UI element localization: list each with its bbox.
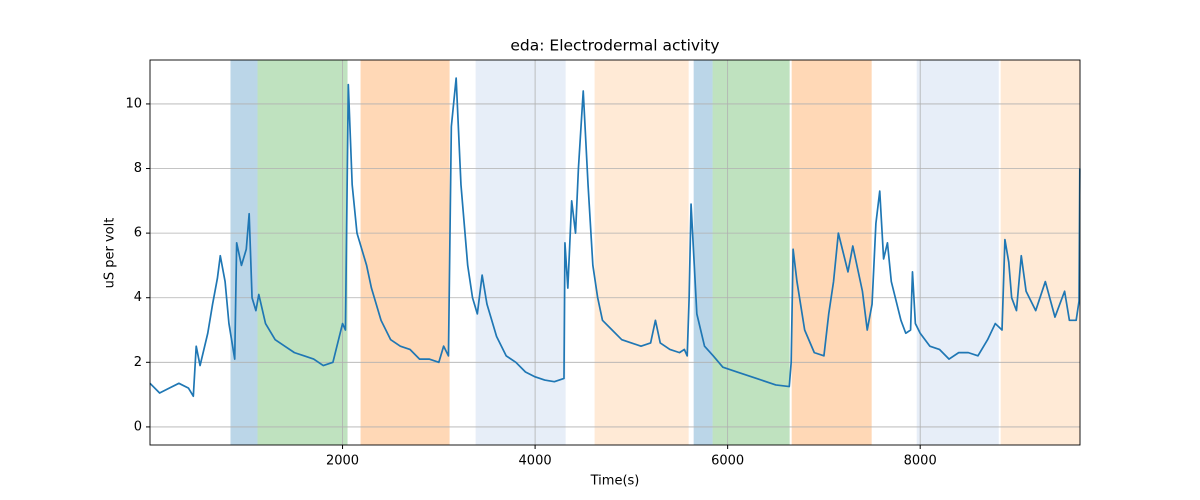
x-tick-label: 4000 bbox=[519, 454, 552, 469]
y-tick-label: 10 bbox=[125, 96, 142, 111]
shaded-span bbox=[1000, 60, 1080, 445]
x-tick-label: 2000 bbox=[326, 454, 359, 469]
shaded-span bbox=[230, 60, 258, 445]
shaded-span bbox=[594, 60, 689, 445]
plot-frame bbox=[149, 59, 1081, 446]
y-axis-label: uS per volt bbox=[103, 218, 118, 289]
y-tick-label: 2 bbox=[134, 355, 142, 370]
shaded-span bbox=[712, 60, 790, 445]
y-tick-label: 8 bbox=[134, 161, 142, 176]
shaded-span bbox=[475, 60, 566, 445]
data-line bbox=[149, 77, 1081, 398]
x-axis-label: Time(s) bbox=[590, 474, 640, 489]
shaded-span bbox=[693, 60, 713, 445]
x-tick-label: 8000 bbox=[904, 454, 937, 469]
shaded-span bbox=[791, 60, 872, 445]
y-tick-label: 0 bbox=[134, 419, 142, 434]
shaded-span bbox=[360, 60, 450, 445]
y-tick-label: 6 bbox=[134, 226, 142, 241]
x-tick-label: 6000 bbox=[711, 454, 744, 469]
shaded-span bbox=[916, 60, 999, 445]
chart-title: eda: Electrodermal activity bbox=[510, 37, 719, 55]
y-tick-label: 4 bbox=[134, 290, 142, 305]
shaded-span bbox=[257, 60, 348, 445]
